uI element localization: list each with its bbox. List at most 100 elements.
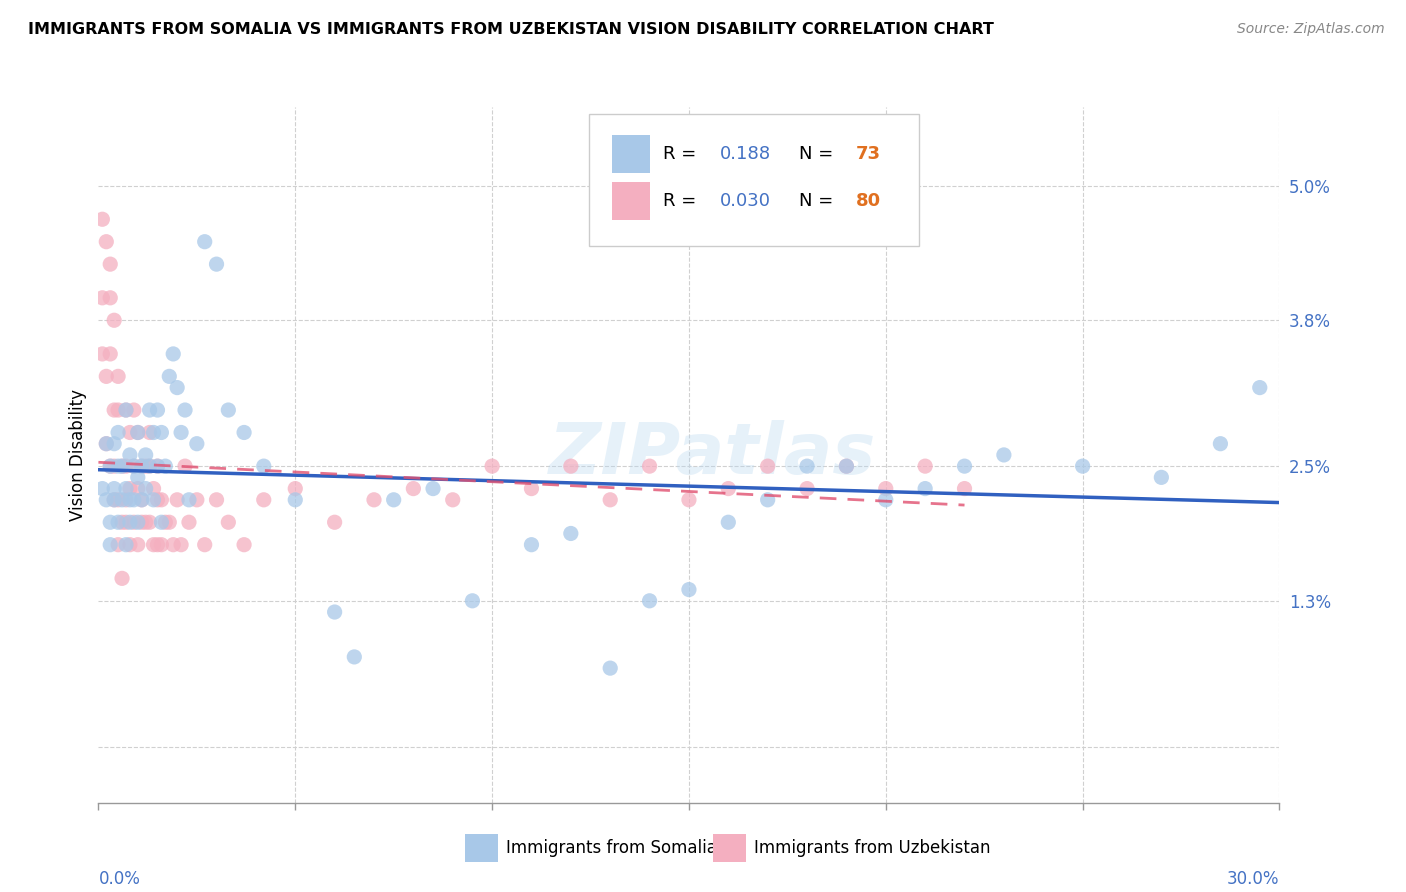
Point: [155, 459, 177, 474]
Text: Immigrants from Uzbekistan: Immigrants from Uzbekistan: [754, 839, 990, 857]
Point: [166, 492, 188, 507]
Point: [875, 482, 897, 496]
Point: [127, 515, 149, 529]
Point: [194, 235, 217, 249]
Point: [118, 492, 141, 507]
Point: [98, 291, 121, 305]
Point: [131, 459, 153, 474]
Point: [796, 459, 818, 474]
Point: [131, 492, 153, 507]
Point: [98, 257, 121, 271]
Point: [142, 492, 165, 507]
Point: [166, 381, 188, 395]
Point: [875, 492, 897, 507]
Point: [323, 515, 346, 529]
Point: [111, 571, 134, 585]
Point: [111, 459, 134, 474]
Point: [146, 459, 169, 474]
Point: [103, 492, 125, 507]
Point: [127, 425, 149, 440]
FancyBboxPatch shape: [589, 114, 920, 246]
Point: [91, 291, 114, 305]
Point: [131, 492, 153, 507]
Point: [127, 425, 149, 440]
Text: 73: 73: [855, 145, 880, 163]
Point: [1071, 459, 1094, 474]
Point: [155, 515, 177, 529]
Point: [146, 403, 169, 417]
Point: [91, 212, 114, 227]
Point: [127, 482, 149, 496]
Point: [253, 459, 276, 474]
Bar: [612, 182, 650, 220]
Point: [233, 538, 256, 552]
Point: [162, 347, 184, 361]
Point: [284, 482, 307, 496]
Point: [107, 459, 129, 474]
Point: [953, 459, 976, 474]
Point: [194, 538, 217, 552]
Point: [103, 313, 125, 327]
Point: [382, 492, 405, 507]
Point: [157, 515, 180, 529]
Point: [96, 369, 118, 384]
Point: [96, 436, 118, 450]
Point: [142, 538, 165, 552]
Point: [441, 492, 464, 507]
Point: [115, 538, 138, 552]
Point: [131, 515, 153, 529]
Point: [678, 492, 700, 507]
Point: [560, 459, 582, 474]
Point: [135, 482, 157, 496]
Point: [150, 425, 173, 440]
Point: [157, 369, 180, 384]
Point: [107, 492, 129, 507]
Point: [103, 436, 125, 450]
Point: [796, 482, 818, 496]
Text: N =: N =: [799, 145, 839, 163]
Point: [170, 425, 193, 440]
Point: [111, 492, 134, 507]
Point: [138, 425, 160, 440]
Point: [115, 403, 138, 417]
Point: [520, 482, 543, 496]
Point: [835, 459, 858, 474]
Point: [174, 403, 197, 417]
Point: [103, 403, 125, 417]
Point: [481, 459, 503, 474]
Y-axis label: Vision Disability: Vision Disability: [69, 389, 87, 521]
Point: [756, 459, 779, 474]
Point: [835, 459, 858, 474]
Point: [638, 459, 661, 474]
Point: [205, 492, 228, 507]
Point: [914, 459, 936, 474]
Point: [323, 605, 346, 619]
Point: [170, 538, 193, 552]
Point: [103, 492, 125, 507]
Text: R =: R =: [664, 145, 702, 163]
Point: [135, 459, 157, 474]
Point: [146, 492, 169, 507]
Point: [115, 403, 138, 417]
Point: [98, 538, 121, 552]
Text: IMMIGRANTS FROM SOMALIA VS IMMIGRANTS FROM UZBEKISTAN VISION DISABILITY CORRELAT: IMMIGRANTS FROM SOMALIA VS IMMIGRANTS FR…: [28, 22, 994, 37]
Point: [953, 482, 976, 496]
Point: [98, 515, 121, 529]
Point: [520, 538, 543, 552]
Point: [422, 482, 444, 496]
Text: Immigrants from Somalia: Immigrants from Somalia: [506, 839, 717, 857]
Text: 0.188: 0.188: [720, 145, 770, 163]
Point: [115, 459, 138, 474]
Point: [122, 515, 145, 529]
Point: [599, 661, 621, 675]
Point: [217, 403, 239, 417]
Point: [993, 448, 1015, 462]
Point: [717, 482, 740, 496]
Point: [118, 482, 141, 496]
Point: [1150, 470, 1173, 484]
Point: [205, 257, 228, 271]
Point: [284, 492, 307, 507]
Point: [217, 515, 239, 529]
Point: [91, 482, 114, 496]
Point: [162, 538, 184, 552]
